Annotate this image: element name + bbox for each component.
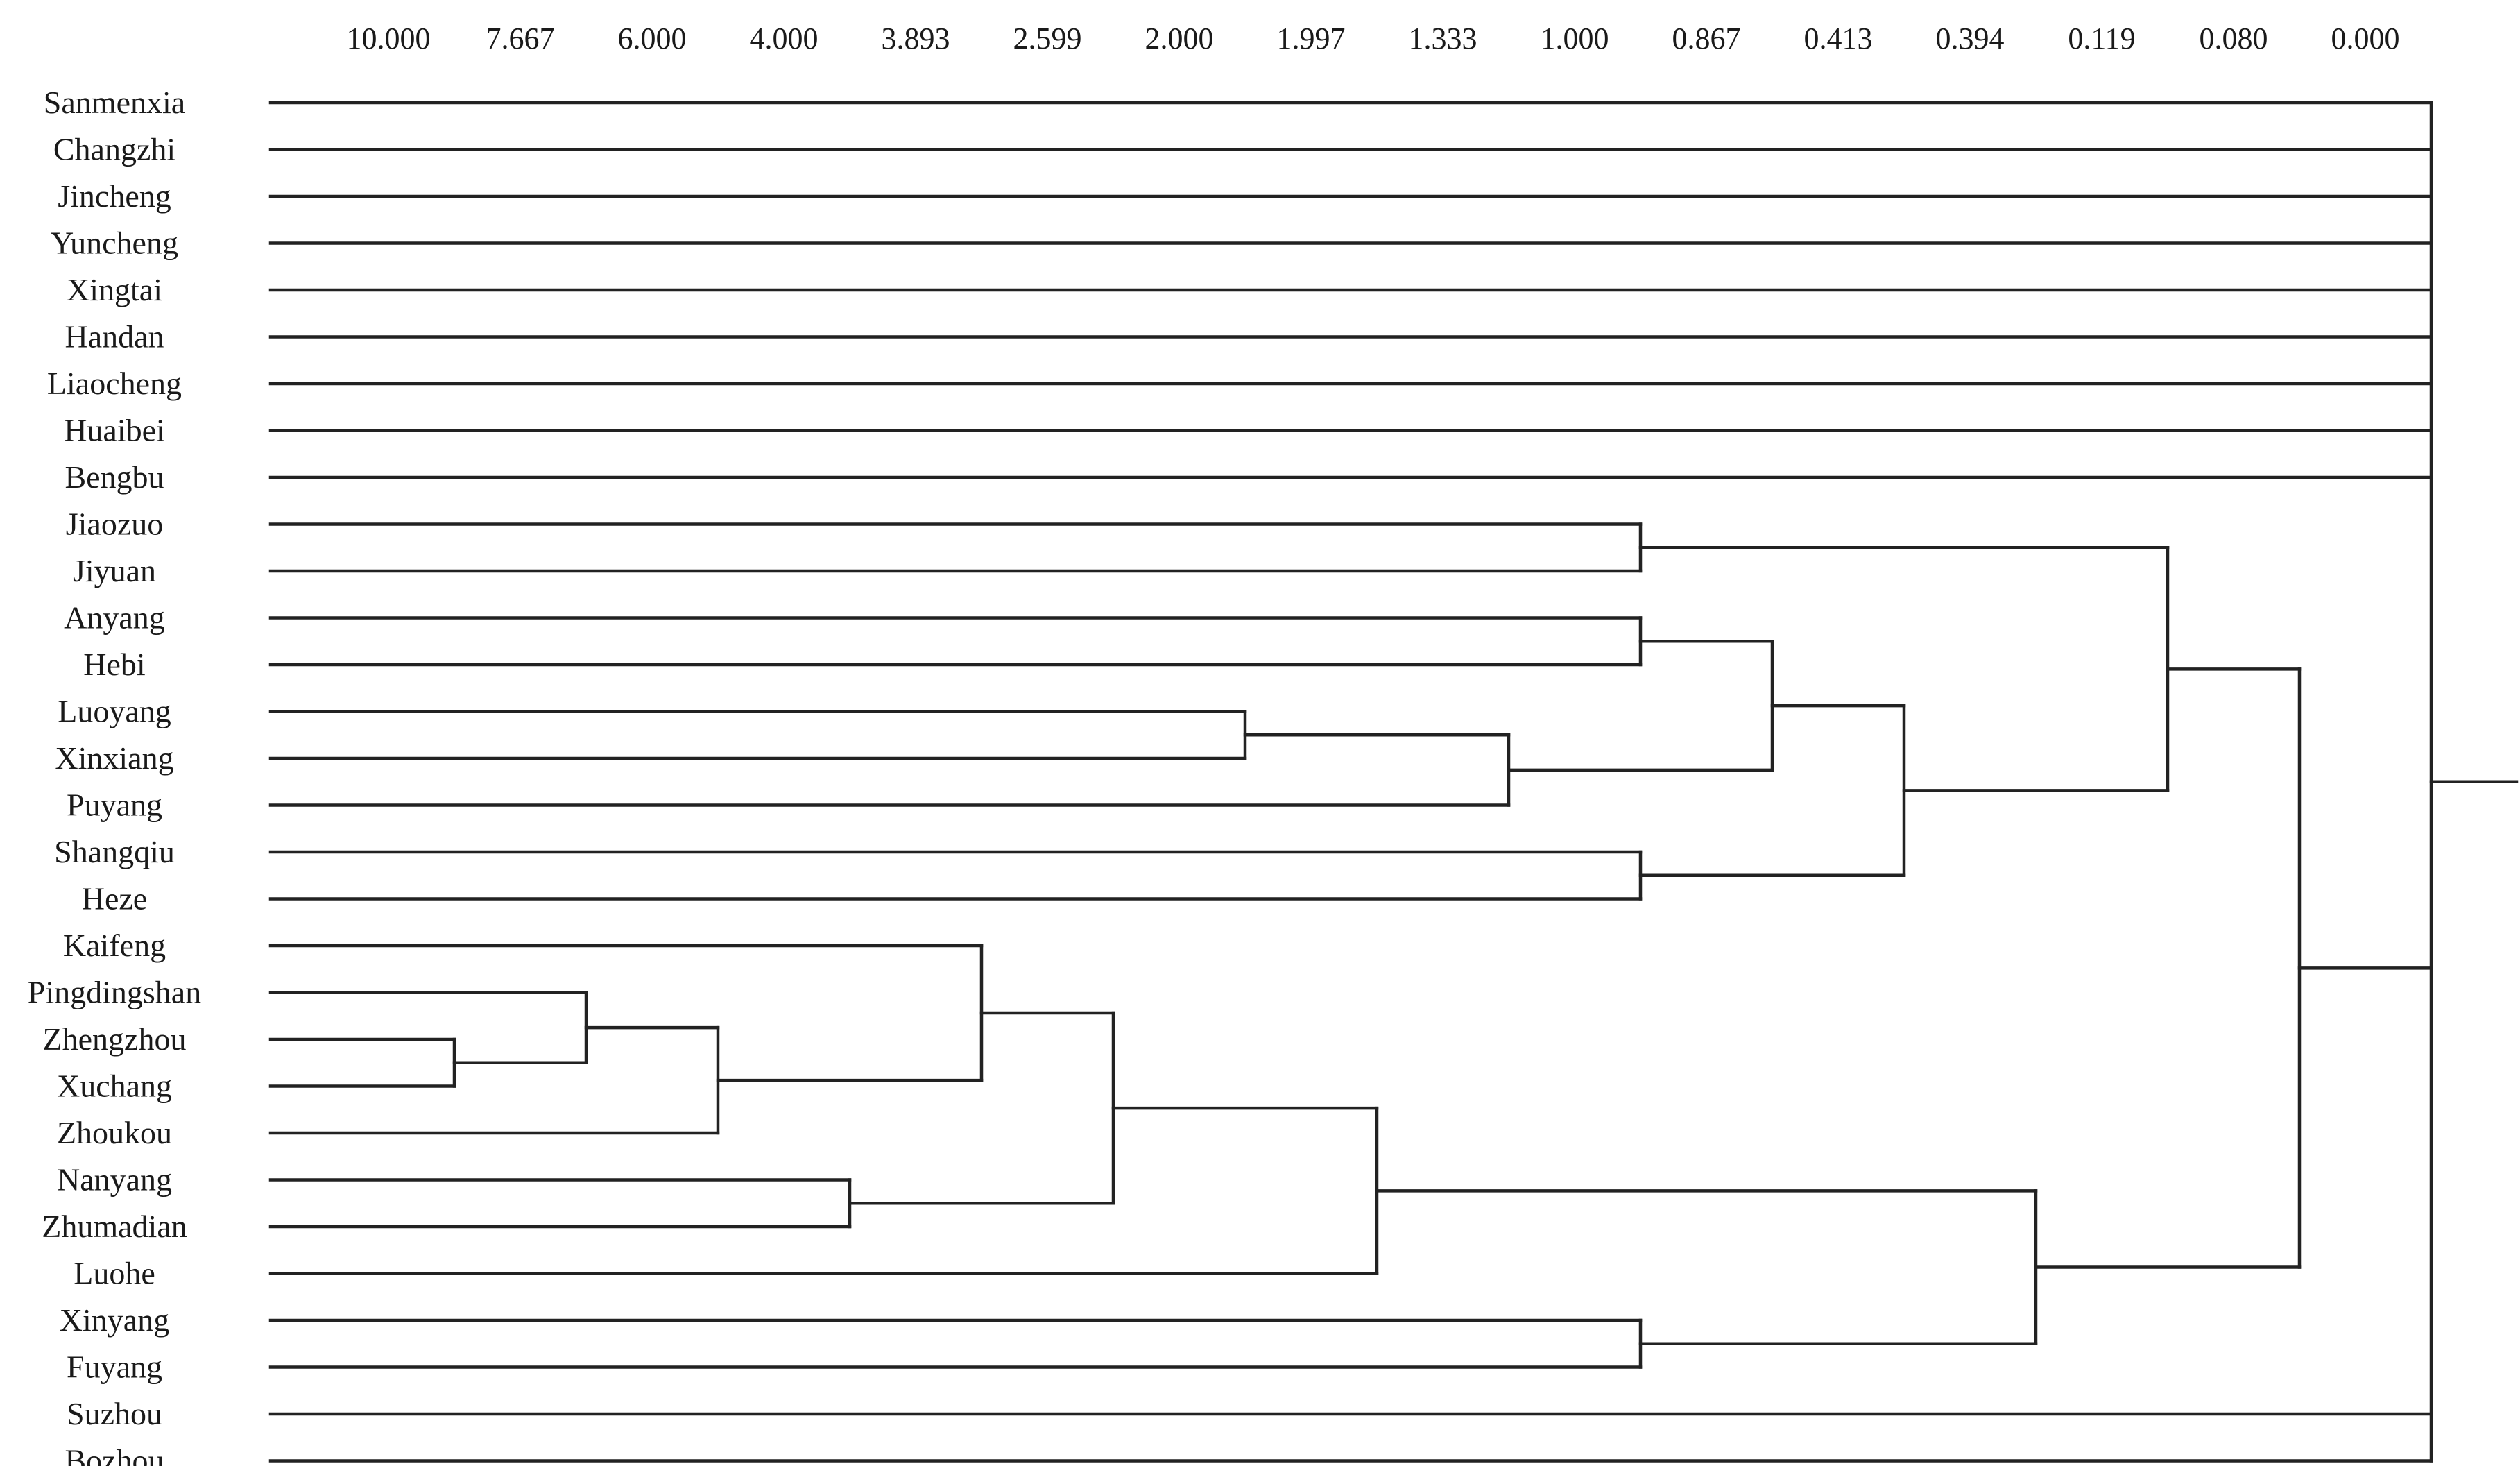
axis-tick-label: 6.000 <box>618 22 687 56</box>
leaf-labels: Sanmenxia Changzhi Jincheng Yuncheng Xingtai… <box>28 85 201 1466</box>
axis-tick-label: 0.080 <box>2200 22 2268 56</box>
leaf-label: Kaifeng <box>63 928 166 963</box>
leaf-label: Luohe <box>74 1256 155 1291</box>
leaf-label: Yuncheng <box>51 225 178 261</box>
leaf-label: Xinxiang <box>55 740 173 776</box>
leaf-label: Xingtai <box>67 272 162 307</box>
leaf-label: Jiyuan <box>73 553 156 588</box>
axis-tick-label: 0.000 <box>2331 22 2400 56</box>
axis-tick-label: 0.867 <box>1672 22 1741 56</box>
dendrogram-branches <box>268 101 2519 1463</box>
leaf-label: Hebi <box>83 647 145 682</box>
leaf-label: Liaocheng <box>47 366 182 401</box>
axis-tick-label: 1.997 <box>1277 22 1346 56</box>
axis-tick-label: 4.000 <box>750 22 818 56</box>
leaf-label: Changzhi <box>53 132 175 167</box>
leaf-label: Fuyang <box>67 1349 162 1385</box>
axis-tick-label: 3.893 <box>882 22 950 56</box>
leaf-label: Anyang <box>64 600 165 636</box>
leaf-label: Bengbu <box>65 459 164 495</box>
axis-tick-labels: 10.000 7.667 6.000 4.000 3.893 2.599 2.000 1.99… <box>347 22 2400 56</box>
axis-tick-label: 1.000 <box>1541 22 1609 56</box>
leaf-label: Sanmenxia <box>44 85 185 120</box>
leaf-label: Bozhou <box>65 1443 164 1466</box>
leaf-label: Xuchang <box>57 1068 172 1104</box>
leaf-label: Jincheng <box>58 178 171 214</box>
axis-tick-label: 0.394 <box>1936 22 2005 56</box>
leaf-label: Luoyang <box>58 694 171 729</box>
axis-tick-label: 2.599 <box>1013 22 1082 56</box>
leaf-label: Zhumadian <box>42 1209 187 1244</box>
leaf-label: Handan <box>65 319 164 355</box>
leaf-label: Pingdingshan <box>28 975 201 1010</box>
axis-tick-label: 0.119 <box>2068 22 2135 56</box>
leaf-label: Zhengzhou <box>43 1021 187 1057</box>
axis-tick-label: 7.667 <box>486 22 555 56</box>
leaf-label: Shangqiu <box>54 834 175 869</box>
leaf-label: Xinyang <box>60 1302 169 1338</box>
leaf-label: Huaibei <box>64 413 165 448</box>
leaf-label: Zhoukou <box>57 1115 172 1150</box>
axis-tick-label: 1.333 <box>1409 22 1477 56</box>
leaf-label: Jiaozuo <box>66 506 164 542</box>
leaf-label: Heze <box>82 881 147 917</box>
leaf-label: Puyang <box>67 787 162 823</box>
axis-tick-label: 2.000 <box>1145 22 1214 56</box>
leaf-label: Nanyang <box>57 1162 172 1197</box>
axis-tick-label: 10.000 <box>347 22 431 56</box>
axis-tick-label: 0.413 <box>1804 22 1873 56</box>
leaf-label: Suzhou <box>67 1396 162 1431</box>
